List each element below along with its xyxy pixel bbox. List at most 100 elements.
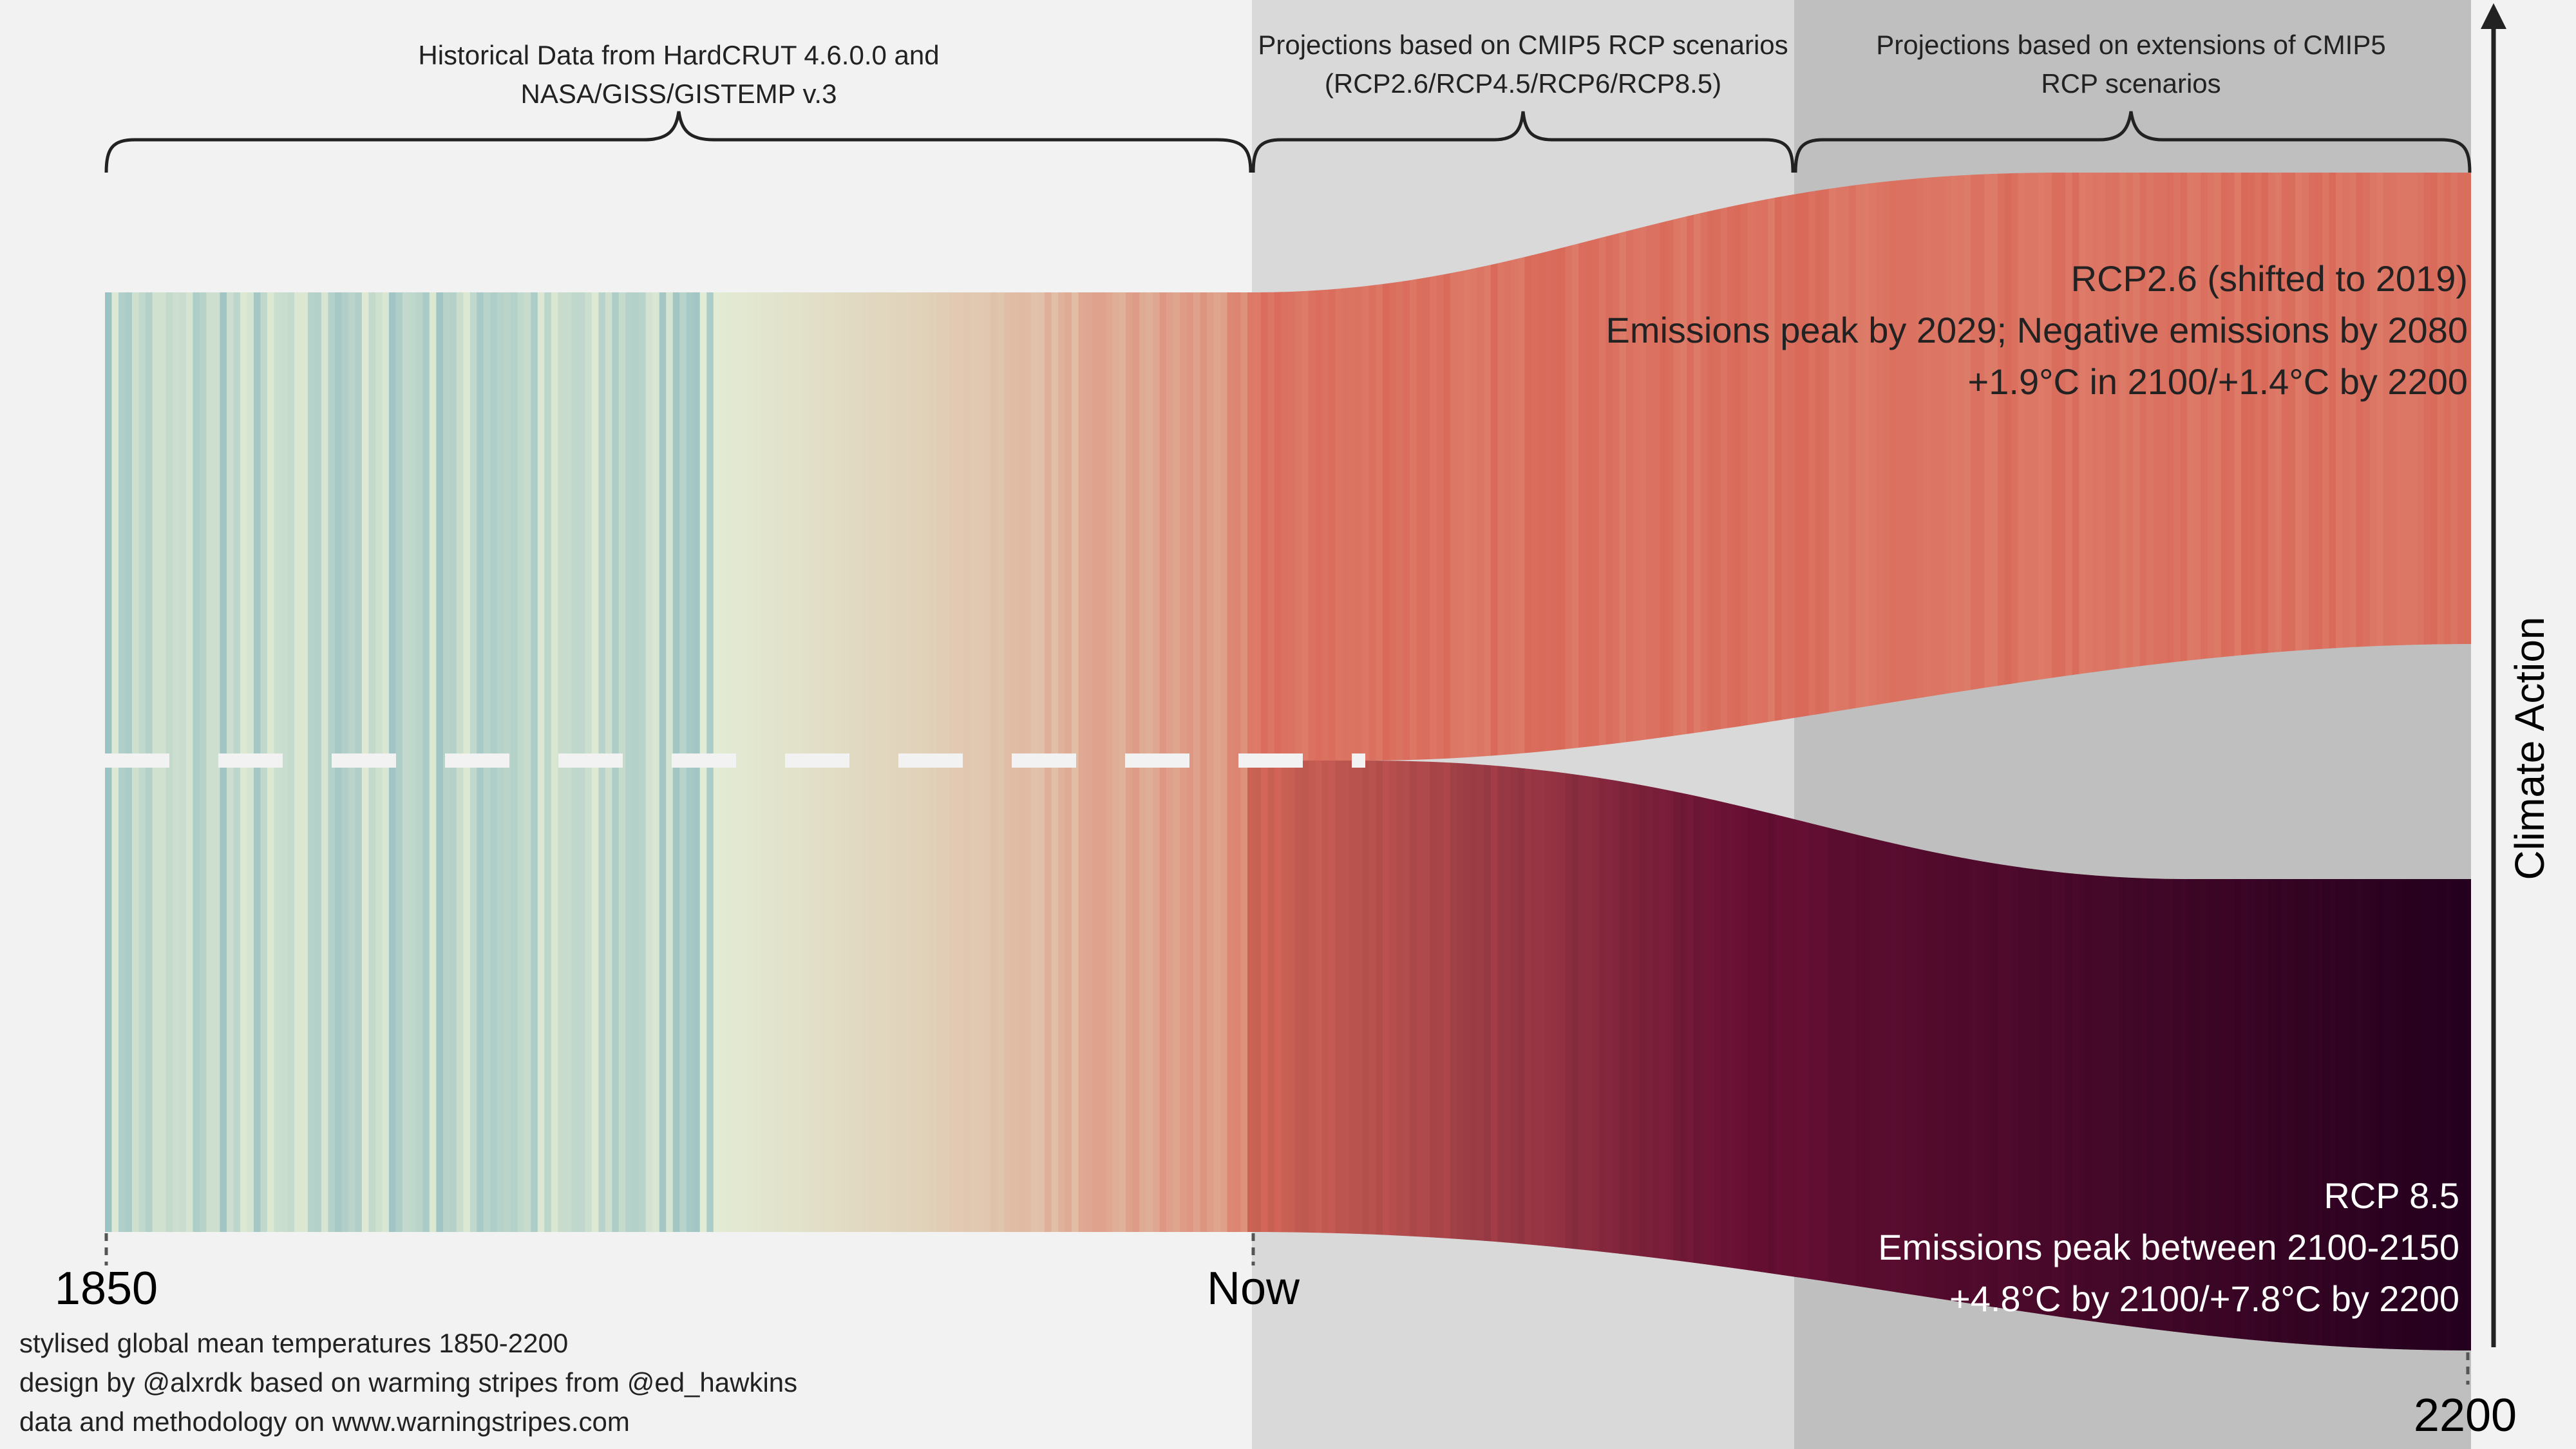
stripe-upper xyxy=(923,173,931,761)
stripe-upper xyxy=(2085,173,2094,761)
stripe-upper xyxy=(1551,173,1559,761)
stripe-lower xyxy=(2255,761,2262,1350)
stripe-lower xyxy=(1761,761,1769,1350)
stripe-upper xyxy=(2072,173,2080,761)
stripe-upper xyxy=(990,173,998,761)
stripe-upper xyxy=(2356,173,2364,761)
stripe-lower xyxy=(1409,761,1417,1350)
stripe-upper xyxy=(1092,173,1100,761)
stripe-lower xyxy=(936,761,944,1350)
stripe-lower xyxy=(1558,761,1566,1350)
stripe-upper xyxy=(1085,173,1093,761)
stripe-upper xyxy=(1173,173,1181,761)
stripe-lower xyxy=(1585,761,1593,1350)
stripe-upper xyxy=(2417,173,2425,761)
stripe-upper xyxy=(2444,173,2452,761)
stripe-lower xyxy=(2174,761,2181,1350)
stripe-upper xyxy=(544,173,552,761)
stripe-upper xyxy=(2349,173,2357,761)
stripe-upper xyxy=(1409,173,1417,761)
stripe-lower xyxy=(1213,761,1222,1350)
stripe-lower xyxy=(1842,761,1850,1350)
stripe-lower xyxy=(2423,761,2432,1350)
stripe-lower xyxy=(598,761,606,1350)
stripe-upper xyxy=(1186,173,1195,761)
stripe-upper xyxy=(1180,173,1188,761)
stripe-upper xyxy=(341,173,349,761)
climate-action-label: Climate Action xyxy=(2506,616,2553,880)
stripe-upper xyxy=(612,173,620,761)
stripe-upper xyxy=(1612,173,1620,761)
stripe-upper xyxy=(936,173,944,761)
stripe-upper xyxy=(2045,173,2053,761)
stripe-lower xyxy=(618,761,627,1350)
stripe-upper xyxy=(929,173,938,761)
stripe-upper xyxy=(1511,173,1519,761)
stripe-upper xyxy=(821,173,829,761)
stripe-lower xyxy=(145,761,153,1350)
stripe-lower xyxy=(1457,761,1464,1350)
stripe-lower xyxy=(2018,761,2026,1350)
stripe-lower xyxy=(1335,761,1343,1350)
stripe-lower xyxy=(1389,761,1397,1350)
stripe-upper xyxy=(1031,173,1039,761)
stripe-upper xyxy=(875,173,884,761)
stripe-upper xyxy=(1625,173,1634,761)
stripe-upper xyxy=(456,173,464,761)
stripe-lower xyxy=(1368,761,1377,1350)
stripe-lower xyxy=(1139,761,1147,1350)
stripe-lower xyxy=(1977,761,1985,1350)
stripe-lower xyxy=(1808,761,1816,1350)
stripe-lower xyxy=(1889,761,1897,1350)
stripe-lower xyxy=(1153,761,1160,1350)
stripe-lower xyxy=(1551,761,1559,1350)
stripe-lower xyxy=(2464,761,2471,1350)
stripe-lower xyxy=(1612,761,1620,1350)
stripe-lower xyxy=(138,761,146,1350)
stripe-lower xyxy=(1430,761,1437,1350)
stripe-lower xyxy=(2282,761,2289,1350)
stripe-upper xyxy=(334,173,343,761)
stripe-upper xyxy=(1693,173,1701,761)
stripe-lower xyxy=(1159,761,1168,1350)
stripe-upper xyxy=(1720,173,1728,761)
stripe-upper xyxy=(713,173,721,761)
stripe-lower xyxy=(2139,761,2148,1350)
stripe-lower xyxy=(1835,761,1843,1350)
stripe-lower xyxy=(341,761,349,1350)
stripe-lower xyxy=(1903,761,1911,1350)
stripe-lower xyxy=(2180,761,2188,1350)
stripe-lower xyxy=(2376,761,2384,1350)
stripe-upper xyxy=(199,173,207,761)
tick-label-1850: 1850 xyxy=(55,1263,158,1314)
stripe-upper xyxy=(862,173,870,761)
stripe-lower xyxy=(477,761,484,1350)
stripe-lower xyxy=(1119,761,1127,1350)
stripe-lower xyxy=(1511,761,1519,1350)
stripe-upper xyxy=(1463,173,1472,761)
stripe-lower xyxy=(1693,761,1701,1350)
stripe-upper xyxy=(131,173,140,761)
stripe-lower xyxy=(1619,761,1627,1350)
stripe-upper xyxy=(794,173,802,761)
stripe-upper xyxy=(1051,173,1059,761)
stripe-upper xyxy=(896,173,904,761)
stripe-upper xyxy=(307,173,316,761)
stripe-upper xyxy=(388,173,397,761)
stripe-upper xyxy=(842,173,849,761)
stripe-upper xyxy=(571,173,579,761)
stripe-lower xyxy=(693,761,701,1350)
stripe-upper xyxy=(1754,173,1762,761)
stripe-lower xyxy=(1254,761,1262,1350)
footer-line-3: data and methodology on www.warningstrip… xyxy=(19,1406,630,1437)
stripe-upper xyxy=(1909,173,1918,761)
stripe-upper xyxy=(726,173,735,761)
stripe-lower xyxy=(1207,761,1215,1350)
stripe-upper xyxy=(2390,173,2398,761)
stripe-upper xyxy=(1633,173,1640,761)
stripe-lower xyxy=(2356,761,2364,1350)
stripe-lower xyxy=(307,761,316,1350)
stripe-upper xyxy=(1585,173,1593,761)
rcp26-temperature: +1.9°C in 2100/+1.4°C by 2200 xyxy=(1968,361,2468,402)
stripe-upper xyxy=(902,173,911,761)
